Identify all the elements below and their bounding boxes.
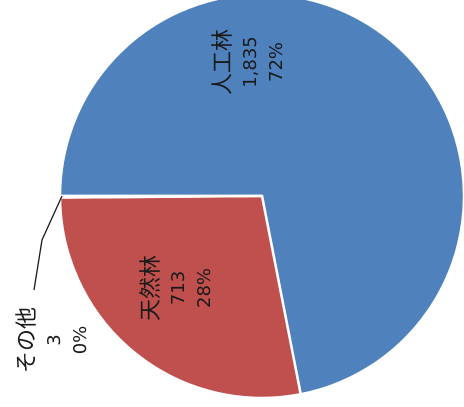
slice-value-tennenrin: 713 [168,271,189,305]
leader-line-other [33,195,63,291]
slice-percent-sonota: 0% [70,326,91,355]
slice-label-tennenrin: 天然林 [139,255,164,321]
data-label-sonota: その他 3 0% [15,307,91,373]
pie-slice-sonota [58,194,264,199]
pie-slice-jinkourin [58,0,464,396]
slice-label-sonota: その他 [15,307,40,373]
slice-value-sonota: 3 [44,334,65,345]
pie-slice-tennenrin [58,194,302,400]
slice-label-jinkourin: 人工林 [211,29,236,95]
data-label-jinkourin: 人工林 1,835 72% [211,29,287,95]
slice-value-jinkourin: 1,835 [240,36,261,88]
slice-percent-tennenrin: 28% [194,268,215,308]
slice-percent-jinkourin: 72% [266,42,287,82]
pie-slices [58,0,464,400]
data-label-tennenrin: 天然林 713 28% [139,255,215,321]
